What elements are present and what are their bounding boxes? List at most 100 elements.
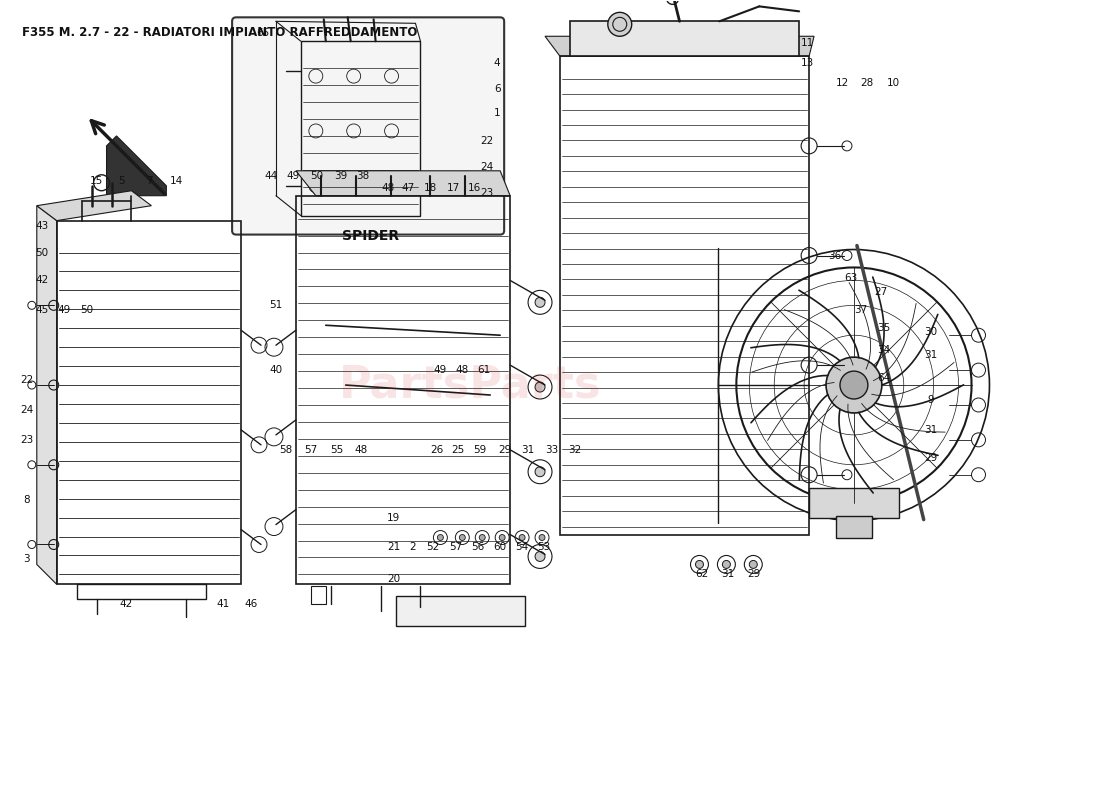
Bar: [77, 584, 206, 599]
Text: 52: 52: [426, 542, 439, 553]
Circle shape: [723, 561, 730, 569]
Text: 42: 42: [35, 275, 48, 286]
Text: 29: 29: [924, 453, 937, 462]
Text: 59: 59: [474, 445, 487, 455]
Text: 48: 48: [354, 445, 367, 455]
Text: 8: 8: [23, 494, 30, 505]
Text: 44: 44: [264, 170, 277, 181]
Text: 49: 49: [57, 306, 70, 315]
FancyBboxPatch shape: [232, 18, 504, 234]
Text: 18: 18: [424, 182, 437, 193]
Text: 30: 30: [924, 327, 937, 338]
Text: 20: 20: [387, 574, 400, 584]
Text: 40: 40: [270, 365, 283, 375]
Text: 22: 22: [20, 375, 33, 385]
Circle shape: [460, 534, 465, 541]
Text: 34: 34: [877, 345, 891, 355]
Text: 26: 26: [430, 445, 443, 455]
Text: 61: 61: [477, 365, 491, 375]
Polygon shape: [36, 206, 57, 584]
Bar: [57, 221, 241, 584]
Text: 23: 23: [20, 435, 33, 445]
Text: 49: 49: [433, 365, 447, 375]
Text: 53: 53: [538, 542, 551, 553]
Text: 64: 64: [877, 373, 891, 383]
Text: 65: 65: [256, 28, 270, 38]
Text: 27: 27: [874, 287, 888, 298]
Text: 7: 7: [146, 176, 153, 186]
Circle shape: [749, 561, 757, 569]
Polygon shape: [107, 136, 166, 196]
Circle shape: [535, 298, 544, 307]
Polygon shape: [544, 36, 814, 56]
Text: 63: 63: [845, 274, 858, 283]
Text: 50: 50: [35, 247, 48, 258]
Circle shape: [535, 551, 544, 562]
Text: 29: 29: [498, 445, 512, 455]
Text: 25: 25: [452, 445, 465, 455]
Bar: [570, 22, 799, 56]
Text: 62: 62: [695, 570, 708, 579]
Text: 31: 31: [521, 445, 535, 455]
Text: 31: 31: [924, 350, 937, 360]
Text: 39: 39: [334, 170, 348, 181]
Bar: [810, 488, 899, 518]
Text: 6: 6: [494, 84, 501, 94]
Text: 56: 56: [472, 542, 485, 553]
Circle shape: [480, 534, 485, 541]
Text: SPIDER: SPIDER: [342, 229, 399, 242]
Text: 3: 3: [23, 554, 30, 565]
Text: F355 M. 2.7 - 22 - RADIATORI IMPIANTO RAFFREDDAMENTO: F355 M. 2.7 - 22 - RADIATORI IMPIANTO RA…: [22, 26, 417, 39]
Circle shape: [695, 561, 704, 569]
Text: 21: 21: [387, 542, 400, 553]
Circle shape: [519, 534, 525, 541]
Circle shape: [535, 382, 544, 392]
Text: 47: 47: [402, 182, 415, 193]
Text: 23: 23: [481, 188, 494, 198]
Text: 31: 31: [924, 425, 937, 435]
Bar: [301, 42, 420, 216]
Text: 36: 36: [828, 250, 842, 261]
Text: 60: 60: [494, 542, 507, 553]
Text: 4: 4: [494, 58, 501, 68]
Text: 1: 1: [494, 108, 501, 118]
Text: 12: 12: [835, 78, 848, 88]
Text: 54: 54: [516, 542, 529, 553]
Text: 51: 51: [270, 300, 283, 310]
Text: 28: 28: [860, 78, 873, 88]
Text: 9: 9: [927, 395, 934, 405]
Circle shape: [438, 534, 443, 541]
Text: 50: 50: [80, 306, 94, 315]
Text: 5: 5: [118, 176, 124, 186]
Circle shape: [535, 466, 544, 477]
Text: 11: 11: [801, 38, 814, 48]
Text: 19: 19: [387, 513, 400, 522]
Circle shape: [840, 371, 868, 399]
Polygon shape: [296, 170, 510, 196]
Bar: [836, 515, 872, 538]
Text: 17: 17: [447, 182, 460, 193]
Text: 13: 13: [801, 58, 814, 68]
Text: 2: 2: [409, 542, 416, 553]
Text: 29: 29: [748, 570, 761, 579]
Text: 24: 24: [20, 405, 33, 415]
Text: 58: 58: [279, 445, 293, 455]
Text: 37: 37: [855, 306, 868, 315]
Text: 33: 33: [546, 445, 559, 455]
Circle shape: [826, 357, 882, 413]
Text: 41: 41: [217, 599, 230, 610]
Text: 24: 24: [481, 162, 494, 172]
Circle shape: [499, 534, 505, 541]
Text: 42: 42: [120, 599, 133, 610]
Bar: [311, 586, 326, 604]
Text: 48: 48: [381, 182, 394, 193]
Text: 57: 57: [305, 445, 318, 455]
Text: 10: 10: [888, 78, 901, 88]
Polygon shape: [36, 190, 152, 221]
Text: 45: 45: [35, 306, 48, 315]
Text: 15: 15: [90, 176, 103, 186]
Text: 22: 22: [481, 136, 494, 146]
Bar: [296, 196, 510, 584]
Text: 38: 38: [356, 170, 370, 181]
Text: 50: 50: [310, 170, 323, 181]
